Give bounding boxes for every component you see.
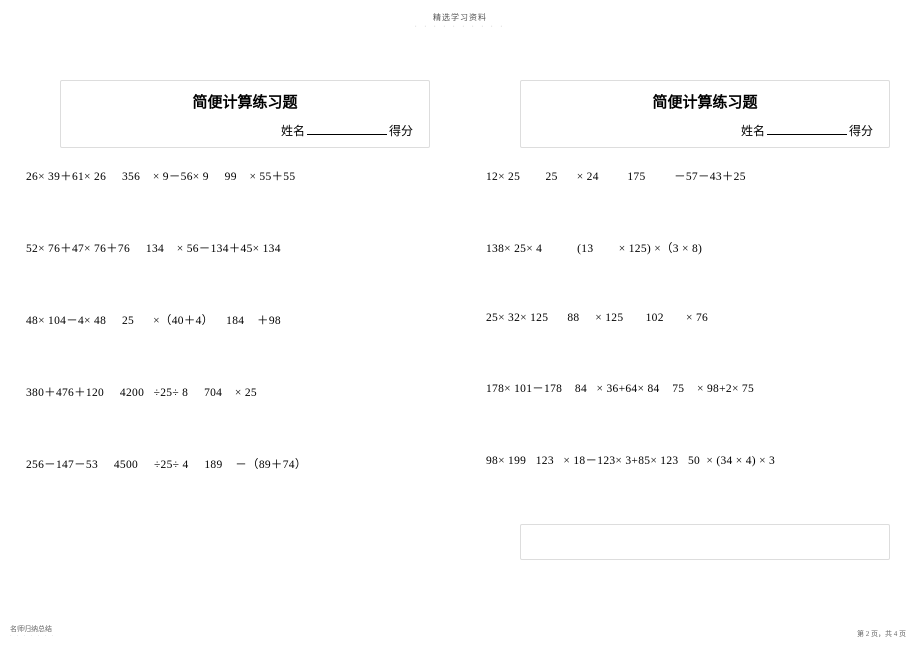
- score-label: 得分: [389, 124, 413, 138]
- name-label: 姓名: [281, 124, 305, 138]
- footer-left: 名师归纳总结 · · · · · · ·: [10, 624, 55, 639]
- right-row: 138× 25× 4 (13 × 125) ×（3 × 8): [480, 240, 900, 256]
- right-header-box: 简便计算练习题 姓名 得分: [520, 80, 890, 148]
- score-label: 得分: [849, 124, 873, 138]
- name-label: 姓名: [741, 124, 765, 138]
- right-row: 98× 199 123 × 18－123× 3+85× 123 50 × (34…: [480, 452, 900, 468]
- name-blank: [307, 123, 387, 135]
- right-bottom-box: [520, 524, 890, 560]
- left-row: 52× 76＋47× 76＋76 134 × 56－134＋45× 134: [20, 240, 440, 256]
- left-row: 26× 39＋61× 26 356 × 9－56× 9 99 × 55＋55: [20, 168, 440, 184]
- page-header-main: 精选学习资料: [0, 12, 920, 23]
- left-column: 简便计算练习题 姓名 得分 26× 39＋61× 26 356 × 9－56× 9…: [0, 80, 460, 560]
- left-header-box: 简便计算练习题 姓名 得分: [60, 80, 430, 148]
- left-row: 380＋476＋120 4200 ÷25÷ 8 704 × 25: [20, 384, 440, 400]
- right-row: 12× 25 25 × 24 175 －57－43＋25: [480, 168, 900, 184]
- page-top-header: 精选学习资料 · · · · · · · · · ·: [0, 0, 920, 30]
- footer-left-main: 名师归纳总结: [10, 624, 55, 634]
- footer-right: 第 2 页，共 4 页: [857, 629, 906, 639]
- left-subheader: 姓名 得分: [75, 122, 415, 139]
- right-row: 178× 101－178 84 × 36+64× 84 75 × 98+2× 7…: [480, 380, 900, 396]
- footer-left-sub: · · · · · · ·: [10, 634, 55, 639]
- page-header-sub: · · · · · · · · · ·: [0, 24, 920, 30]
- main-content: 简便计算练习题 姓名 得分 26× 39＋61× 26 356 × 9－56× 9…: [0, 80, 920, 560]
- left-row: 48× 104－4× 48 25 ×（40＋4） 184 ＋98: [20, 312, 440, 328]
- left-title: 简便计算练习题: [75, 91, 415, 112]
- right-subheader: 姓名 得分: [535, 122, 875, 139]
- right-row: 25× 32× 125 88 × 125 102 × 76: [480, 312, 900, 324]
- left-row: 256－147－53 4500 ÷25÷ 4 189 －（89＋74）: [20, 456, 440, 472]
- name-blank: [767, 123, 847, 135]
- right-column: 简便计算练习题 姓名 得分 12× 25 25 × 24 175 －57－43＋2…: [460, 80, 920, 560]
- right-title: 简便计算练习题: [535, 91, 875, 112]
